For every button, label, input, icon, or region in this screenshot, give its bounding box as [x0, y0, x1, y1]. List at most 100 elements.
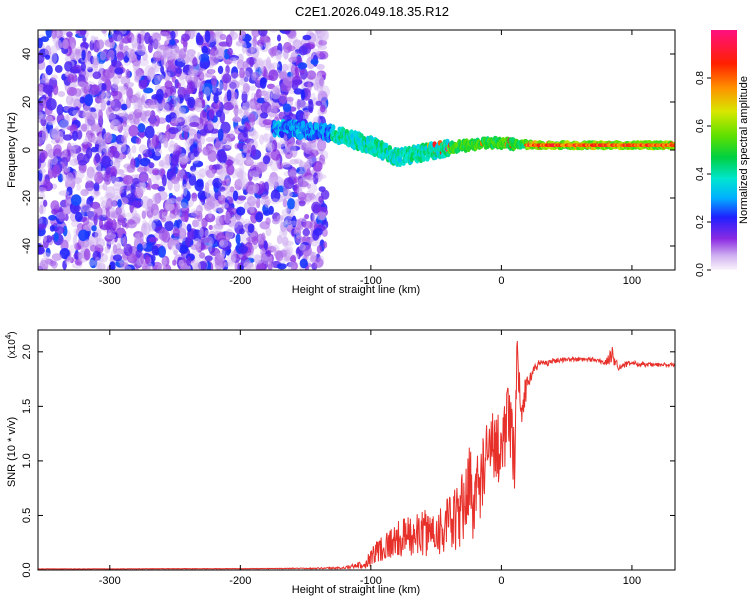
- heatmap-cell: [259, 112, 269, 119]
- heatmap-cell: [239, 176, 249, 190]
- heatmap-cell: [157, 186, 165, 192]
- heatmap-cell: [38, 246, 46, 255]
- heatmap-cell: [232, 190, 239, 202]
- heatmap-cell: [217, 81, 223, 93]
- heatmap-cell: [141, 195, 150, 209]
- heatmap-cell: [242, 144, 249, 152]
- heatmap-cell: [228, 54, 240, 61]
- heatmap-cell: [302, 228, 311, 237]
- heatmap-cell: [55, 39, 62, 51]
- heatmap-cell: [211, 224, 223, 232]
- colorbar-tick-label: 0.0: [695, 263, 706, 277]
- heatmap-cell: [269, 30, 279, 33]
- heatmap-cell: [106, 66, 115, 79]
- heatmap-cell: [144, 125, 155, 139]
- heatmap-cell: [250, 144, 257, 158]
- heatmap-cell: [84, 134, 92, 142]
- heatmap-cell: [107, 113, 116, 120]
- snr-scale-note: (x104): [4, 331, 18, 358]
- heatmap-cell: [204, 255, 213, 262]
- heatmap-cell: [93, 171, 104, 184]
- heatmap-cell: [163, 140, 169, 149]
- heatmap-cell: [238, 53, 243, 64]
- heatmap-cell: [220, 121, 231, 134]
- heatmap-cell: [141, 181, 146, 189]
- heatmap-cell: [288, 131, 293, 139]
- heatmap-cell: [125, 86, 134, 98]
- heatmap-cell: [80, 188, 89, 197]
- heatmap-cell: [123, 130, 129, 139]
- heatmap-cell: [205, 168, 216, 179]
- heatmap-cell: [242, 126, 248, 138]
- heatmap-cell: [164, 215, 172, 222]
- heatmap-cell: [127, 253, 138, 264]
- heatmap-cell: [98, 109, 104, 121]
- heatmap-cell: [50, 74, 58, 81]
- heatmap-cell: [236, 142, 248, 150]
- heatmap-cell: [156, 102, 162, 113]
- heatmap-cell: [108, 176, 120, 183]
- heatmap-cell: [99, 184, 104, 190]
- heatmap-cell: [249, 56, 254, 68]
- heatmap-cell: [256, 197, 261, 209]
- heatmap-cell: [248, 85, 257, 91]
- heatmap-cell: [305, 196, 311, 205]
- heatmap-cell: [255, 112, 261, 126]
- heatmap-cell: [222, 137, 232, 144]
- heatmap-cell: [114, 67, 124, 75]
- heatmap-cell: [53, 144, 62, 154]
- heatmap-cell: [102, 145, 111, 153]
- heatmap-cell: [300, 89, 306, 101]
- heatmap-cell: [51, 253, 63, 261]
- colorbar-gradient: [711, 30, 737, 270]
- heatmap-cell: [275, 50, 282, 62]
- heatmap-cell: [101, 91, 109, 104]
- heatmap-cell: [51, 127, 61, 141]
- heatmap-cell: [46, 98, 57, 111]
- heatmap-cell: [189, 122, 200, 128]
- heatmap-cell: [201, 45, 208, 54]
- heatmap-cell: [89, 84, 101, 96]
- heatmap-cell: [137, 48, 148, 56]
- heatmap-cell: [193, 151, 198, 157]
- heatmap-cell: [196, 173, 205, 180]
- heatmap-cell: [121, 124, 131, 131]
- heatmap-cell: [148, 236, 159, 243]
- heatmap-cell: [259, 77, 267, 89]
- heatmap-cell: [90, 146, 99, 153]
- heatmap-cell: [196, 51, 202, 64]
- snr-series-line: [38, 340, 675, 570]
- heatmap-cell: [177, 202, 189, 212]
- colorbar-tick-label: 0.4: [695, 167, 706, 181]
- heatmap-cell: [278, 93, 288, 104]
- heatmap-cell: [216, 150, 227, 163]
- heatmap-cell: [188, 30, 198, 38]
- heatmap-cell: [247, 157, 254, 164]
- heatmap-cell: [315, 100, 323, 106]
- heatmap-cell: [211, 164, 223, 170]
- heatmap-cell: [40, 117, 47, 127]
- spectrogram-ylabel: Frequency (Hz): [6, 112, 18, 188]
- heatmap-cell: [285, 244, 294, 257]
- heatmap-cell: [63, 148, 68, 158]
- heatmap-cell: [38, 110, 46, 120]
- heatmap-cell: [117, 232, 123, 238]
- heatmap-cell: [38, 187, 47, 193]
- heatmap-cell: [310, 251, 317, 262]
- heatmap-cell: [152, 193, 162, 204]
- heatmap-cell: [164, 153, 172, 166]
- y-tick-label: 40: [21, 48, 33, 60]
- heatmap-cell: [125, 95, 132, 109]
- heatmap-cell: [59, 247, 70, 259]
- heatmap-cell: [187, 96, 196, 109]
- colorbar-label: Normalized spectral amplitude: [738, 76, 750, 224]
- heatmap-cell: [221, 202, 229, 209]
- heatmap-cell: [81, 49, 86, 61]
- snr-scale-exp: 4: [4, 334, 13, 339]
- heatmap-cell: [163, 264, 172, 270]
- heatmap-cell: [43, 199, 48, 207]
- heatmap-cell: [166, 198, 178, 204]
- heatmap-cell: [279, 257, 286, 265]
- heatmap-cell: [116, 34, 122, 43]
